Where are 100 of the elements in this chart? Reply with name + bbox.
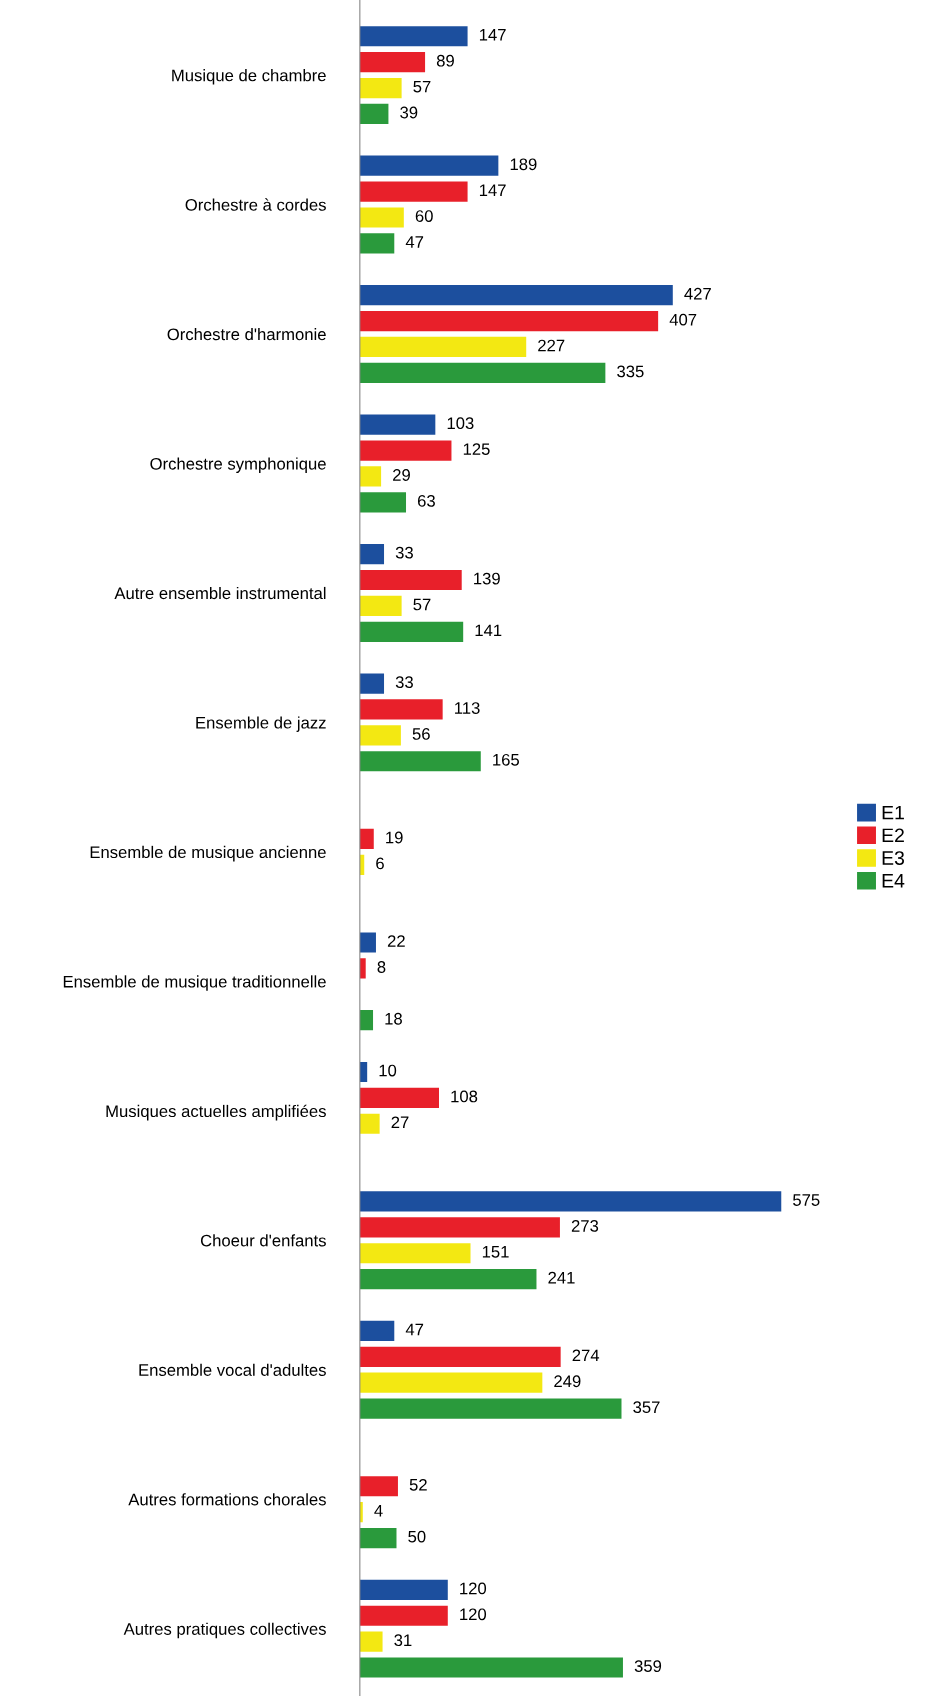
data-label: 575 [793, 1194, 820, 1206]
data-label: 125 [463, 443, 490, 456]
data-label: 357 [633, 1401, 660, 1414]
data-label: 6 [376, 857, 384, 870]
bar [359, 77, 402, 99]
y-tick-label: Ensemble vocal d'adultes [139, 1363, 326, 1376]
data-label: 89 [436, 54, 454, 67]
data-label: 108 [451, 1090, 478, 1103]
y-tick-label: Ensemble de musique ancienne [90, 845, 326, 862]
bar [359, 336, 527, 358]
data-label: 241 [548, 1271, 575, 1284]
data-label: 27 [391, 1116, 409, 1129]
data-label: 29 [393, 469, 410, 481]
data-label: 274 [572, 1349, 600, 1362]
y-tick-label: Orchestre d'harmonie [167, 327, 326, 341]
y-tick-label: Autres formations chorales [128, 1493, 326, 1506]
bar [359, 466, 382, 487]
data-label: 147 [479, 29, 506, 41]
bar [359, 595, 402, 616]
y-tick-label: Choeur d'enfants [200, 1234, 326, 1247]
bar [359, 207, 404, 228]
data-label: 189 [510, 158, 537, 171]
bar [359, 1269, 537, 1290]
bar [359, 1243, 471, 1264]
data-label: 56 [412, 728, 430, 740]
bar [359, 1346, 561, 1367]
bar [359, 1527, 397, 1549]
bar [359, 1087, 439, 1108]
bar [359, 544, 385, 565]
data-label: 31 [394, 1634, 412, 1647]
bar [359, 1191, 782, 1212]
bar [359, 932, 376, 953]
data-label: 335 [617, 365, 644, 378]
legend-label: E2 [882, 828, 904, 843]
bar [359, 1605, 448, 1626]
data-label: 120 [460, 1582, 487, 1595]
data-label: 103 [447, 417, 474, 430]
bar [359, 362, 606, 383]
data-label: 139 [474, 572, 500, 585]
bar [359, 751, 481, 772]
data-label: 407 [669, 313, 697, 326]
data-label: 151 [482, 1246, 509, 1258]
data-label: 120 [460, 1608, 487, 1621]
bar [359, 569, 462, 591]
bar [359, 52, 426, 73]
bar [359, 1579, 448, 1600]
bar [359, 1476, 398, 1497]
bar [359, 26, 468, 47]
legend-label: E3 [882, 851, 905, 865]
y-tick-label: Orchestre à cordes [185, 198, 326, 211]
data-label: 273 [571, 1220, 599, 1232]
data-label: 60 [415, 210, 433, 222]
bar [359, 103, 389, 125]
bar [359, 155, 499, 176]
y-tick-label: Autres pratiques collectives [123, 1622, 326, 1639]
bar [359, 181, 468, 202]
data-label: 165 [493, 753, 519, 766]
y-tick-label: Ensemble de musique traditionnelle [63, 975, 326, 991]
bar [359, 414, 436, 435]
bar [359, 1217, 560, 1238]
y-tick-label: Autre ensemble instrumental [114, 586, 326, 600]
y-tick-label: Ensemble de jazz [196, 716, 326, 732]
data-label: 63 [417, 495, 435, 507]
data-label: 47 [405, 1323, 424, 1336]
bar [359, 1657, 623, 1678]
legend-label: E4 [882, 874, 905, 888]
bar [359, 673, 385, 694]
data-label: 113 [455, 702, 480, 714]
legend-label: E1 [882, 805, 904, 820]
data-label: 57 [413, 80, 431, 93]
data-label: 427 [684, 287, 711, 300]
bar [359, 699, 443, 720]
bar [359, 854, 365, 875]
bar [359, 440, 452, 461]
data-label: 4 [374, 1505, 383, 1517]
bar [359, 1372, 543, 1393]
data-label: 52 [409, 1478, 427, 1491]
data-label: 147 [479, 184, 506, 196]
bar [359, 621, 464, 642]
data-label: 249 [554, 1375, 581, 1388]
bar [359, 958, 366, 979]
y-tick-label: Musique de chambre [172, 69, 326, 85]
bar [359, 828, 374, 850]
bar [359, 1320, 395, 1342]
data-label: 227 [538, 339, 565, 352]
data-label: 10 [379, 1064, 397, 1077]
bar [359, 1502, 363, 1523]
data-label: 50 [408, 1530, 426, 1543]
bar [359, 310, 659, 332]
y-tick-label: Orchestre symphonique [150, 457, 326, 473]
bar [359, 1398, 622, 1419]
data-label: 359 [634, 1660, 662, 1672]
bar [359, 492, 407, 513]
data-label: 33 [395, 676, 413, 689]
data-label: 18 [385, 1012, 402, 1025]
bar [359, 1631, 383, 1652]
data-label: 22 [387, 935, 405, 947]
bar [359, 285, 673, 306]
bar [359, 1010, 374, 1031]
data-label: 47 [405, 236, 424, 248]
